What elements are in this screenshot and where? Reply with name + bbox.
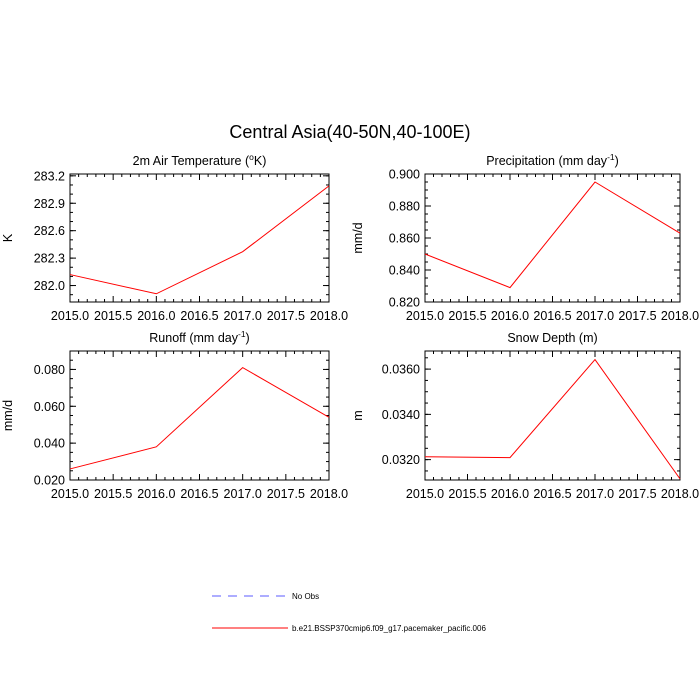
- y-tick-label: 0.0320: [382, 453, 420, 467]
- y-tick-label: 0.820: [389, 296, 420, 310]
- x-tick-label: 2016.5: [180, 487, 218, 501]
- y-tick-label: 0.080: [34, 363, 65, 377]
- y-tick-label: 0.060: [34, 400, 65, 414]
- y-axis-label: mm/d: [351, 222, 365, 253]
- x-tick-label: 2018.0: [661, 487, 699, 501]
- x-tick-label: 2017.5: [267, 487, 305, 501]
- panel-title-end: ): [246, 331, 250, 345]
- panel-title-end: K): [254, 154, 267, 168]
- figure-title: Central Asia(40-50N,40-100E): [229, 122, 470, 142]
- x-tick-label: 2016.5: [533, 487, 571, 501]
- x-tick-label: 2016.0: [137, 309, 175, 323]
- x-tick-label: 2017.0: [224, 487, 262, 501]
- y-tick-label: 282.9: [34, 197, 65, 211]
- legend-label-1: b.e21.BSSP370cmip6.f09_g17.pacemaker_pac…: [292, 624, 486, 633]
- x-tick-label: 2015.0: [406, 309, 444, 323]
- x-tick-label: 2018.0: [661, 309, 699, 323]
- x-tick-label: 2018.0: [310, 309, 348, 323]
- y-tick-label: 282.3: [34, 252, 65, 266]
- x-tick-label: 2015.5: [94, 309, 132, 323]
- panel-title: Runoff (mm day-1): [149, 329, 249, 345]
- x-tick-label: 2017.5: [618, 309, 656, 323]
- y-tick-label: 0.860: [389, 232, 420, 246]
- y-axis-label: mm/d: [1, 400, 15, 431]
- x-tick-label: 2015.5: [448, 487, 486, 501]
- y-axis-label: m: [351, 410, 365, 420]
- x-tick-label: 2016.5: [180, 309, 218, 323]
- legend-label-0: No Obs: [292, 592, 319, 601]
- x-tick-label: 2015.0: [51, 309, 89, 323]
- chart-panel-0: 2015.0 2015.5 2016.0 2016.5 2017.0 2017.5 2018…: [1, 152, 348, 323]
- y-tick-label: 0.020: [34, 474, 65, 488]
- y-tick-label: 0.900: [389, 168, 420, 182]
- legend: No Obs b.e21.BSSP370cmip6.f09_g17.pacemak…: [212, 592, 486, 633]
- panel-title-sup: o: [249, 152, 254, 162]
- panel-grid: 2015.0 2015.5 2016.0 2016.5 2017.0 2017.5 2018…: [1, 152, 699, 501]
- x-tick-label: 2016.0: [491, 309, 529, 323]
- x-tick-label: 2017.0: [224, 309, 262, 323]
- panel-title: 2m Air Temperature (oK): [133, 152, 267, 168]
- x-tick-label: 2017.5: [267, 309, 305, 323]
- y-tick-label: 0.880: [389, 200, 420, 214]
- panel-title: Snow Depth (m): [507, 331, 597, 345]
- panel-title-main: Snow Depth (m): [507, 331, 597, 345]
- panel-title-main: Precipitation (mm day: [486, 154, 608, 168]
- chart-panel-1: 2015.0 2015.5 2016.0 2016.5 2017.0 2017.5 2018…: [351, 152, 699, 323]
- x-tick-label: 2015.5: [448, 309, 486, 323]
- panel-title-sup: -1: [607, 152, 615, 162]
- x-tick-label: 2016.0: [491, 487, 529, 501]
- series-line: [69, 185, 330, 295]
- x-tick-label: 2017.0: [576, 309, 614, 323]
- x-tick-label: 2017.0: [576, 487, 614, 501]
- x-tick-label: 2016.0: [137, 487, 175, 501]
- panel-title-sup: -1: [238, 329, 246, 339]
- chart-panel-2: 2015.0 2015.5 2016.0 2016.5 2017.0 2017.5 2018…: [1, 329, 348, 501]
- plot-frame: [69, 350, 330, 481]
- chart-panel-3: 2015.0 2015.5 2016.0 2016.5 2017.0 2017.5 2018…: [351, 331, 699, 501]
- panel-title-end: ): [615, 154, 619, 168]
- y-axis-label: K: [1, 233, 15, 242]
- y-tick-label: 0.840: [389, 264, 420, 278]
- panel-title: Precipitation (mm day-1): [486, 152, 619, 168]
- x-tick-label: 2017.5: [618, 487, 656, 501]
- y-tick-label: 0.0360: [382, 363, 420, 377]
- y-tick-label: 0.0340: [382, 408, 420, 422]
- series-line: [424, 181, 681, 289]
- x-tick-label: 2015.5: [94, 487, 132, 501]
- series-line: [69, 366, 330, 470]
- y-tick-label: 0.040: [34, 437, 65, 451]
- x-tick-label: 2018.0: [310, 487, 348, 501]
- y-tick-label: 282.0: [34, 279, 65, 293]
- panel-title-main: 2m Air Temperature (: [133, 154, 250, 168]
- x-tick-label: 2015.0: [51, 487, 89, 501]
- y-tick-label: 283.2: [34, 169, 65, 183]
- series-line: [424, 358, 681, 480]
- panel-title-main: Runoff (mm day: [149, 331, 238, 345]
- x-tick-label: 2016.5: [533, 309, 571, 323]
- x-tick-label: 2015.0: [406, 487, 444, 501]
- plot-frame: [424, 173, 681, 303]
- y-tick-label: 282.6: [34, 224, 65, 238]
- plot-frame: [424, 350, 681, 481]
